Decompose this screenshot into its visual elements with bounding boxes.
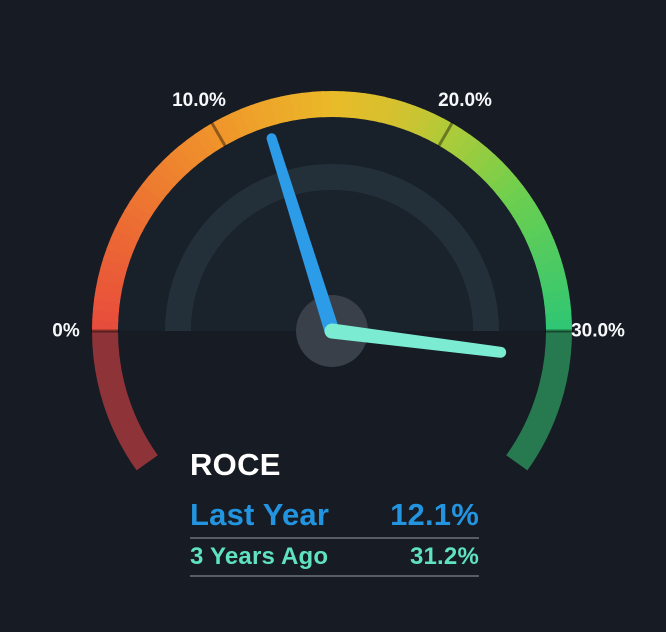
needle-3-years-ago	[324, 323, 507, 358]
gauge-muted-low-arc	[91, 329, 158, 471]
legend-label-last-year: Last Year	[190, 497, 330, 532]
legend-value-3-years-ago: 31.2%	[409, 543, 479, 570]
gauge-inner-ring	[165, 164, 499, 332]
tick-label-0: 0%	[52, 321, 80, 342]
legend-label-3-years-ago: 3 Years Ago	[190, 543, 329, 570]
chart-title: ROCE	[190, 447, 281, 482]
tick-mark-20	[437, 121, 454, 148]
tick-label-10: 10.0%	[172, 90, 226, 111]
tick-label-20: 20.0%	[438, 90, 492, 111]
legend-row-last-year[interactable]: Last Year 12.1%	[190, 498, 479, 539]
legend-value-last-year: 12.1%	[390, 497, 479, 532]
gauge-inner-disc-center	[191, 190, 473, 331]
legend-row-3-years-ago[interactable]: 3 Years Ago 31.2%	[190, 539, 479, 577]
needle-last-year-shape	[266, 133, 340, 339]
tick-mark-10	[210, 121, 227, 148]
needle-3-years-ago-shape	[324, 323, 507, 358]
legend: ROCE Last Year 12.1% 3 Years Ago 31.2%	[190, 447, 479, 577]
tick-label-30: 30.0%	[571, 321, 625, 342]
needle-last-year	[266, 133, 340, 339]
gauge-muted-high-arc	[506, 329, 573, 471]
